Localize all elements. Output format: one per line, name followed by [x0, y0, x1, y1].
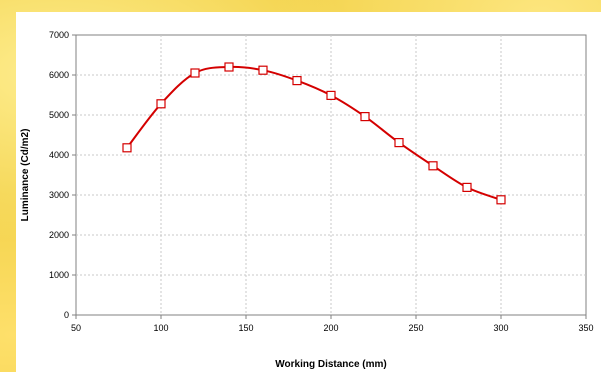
- y-axis-title: Luminance (Cd/m2): [20, 129, 31, 222]
- data-point-marker: [462, 182, 472, 192]
- data-point-marker: [122, 143, 132, 153]
- x-tick-label: 250: [408, 323, 423, 333]
- x-tick-label: 100: [153, 323, 168, 333]
- data-point-marker: [394, 137, 404, 148]
- y-tick-label: 7000: [49, 30, 69, 40]
- y-tick-label: 1000: [49, 270, 69, 280]
- x-axis-ticks: 50 100 150 200 250 300 350: [71, 315, 594, 333]
- y-tick-label: 2000: [49, 230, 69, 240]
- x-axis-title: Working Distance (mm): [275, 359, 387, 370]
- x-tick-label: 50: [71, 323, 81, 333]
- data-point-marker: [326, 90, 336, 101]
- data-point-marker: [292, 75, 302, 86]
- y-tick-label: 6000: [49, 70, 69, 80]
- x-tick-label: 150: [238, 323, 253, 333]
- y-tick-label: 5000: [49, 110, 69, 120]
- data-point-marker: [156, 99, 166, 109]
- line-chart: 50 100 150 200 250 300 350 0 1000 2000 3000 4000 50…: [20, 30, 594, 370]
- x-tick-label: 300: [493, 323, 508, 333]
- grid-lines: [76, 35, 586, 315]
- y-axis-ticks: 0 1000 2000 3000 4000 5000 6000 7000: [49, 30, 76, 320]
- y-tick-label: 4000: [49, 150, 69, 160]
- data-point-marker: [360, 111, 370, 122]
- series-layer: [122, 62, 506, 205]
- data-point-marker: [258, 65, 268, 75]
- chart-panel: 50 100 150 200 250 300 350 0 1000 2000 3000 4000 50…: [16, 12, 601, 372]
- data-point-marker: [428, 161, 438, 171]
- y-tick-label: 3000: [49, 190, 69, 200]
- x-tick-label: 350: [578, 323, 593, 333]
- x-tick-label: 200: [323, 323, 338, 333]
- data-point-marker: [496, 195, 506, 205]
- y-tick-label: 0: [64, 310, 69, 320]
- data-point-marker: [224, 62, 234, 72]
- data-point-marker: [190, 68, 200, 78]
